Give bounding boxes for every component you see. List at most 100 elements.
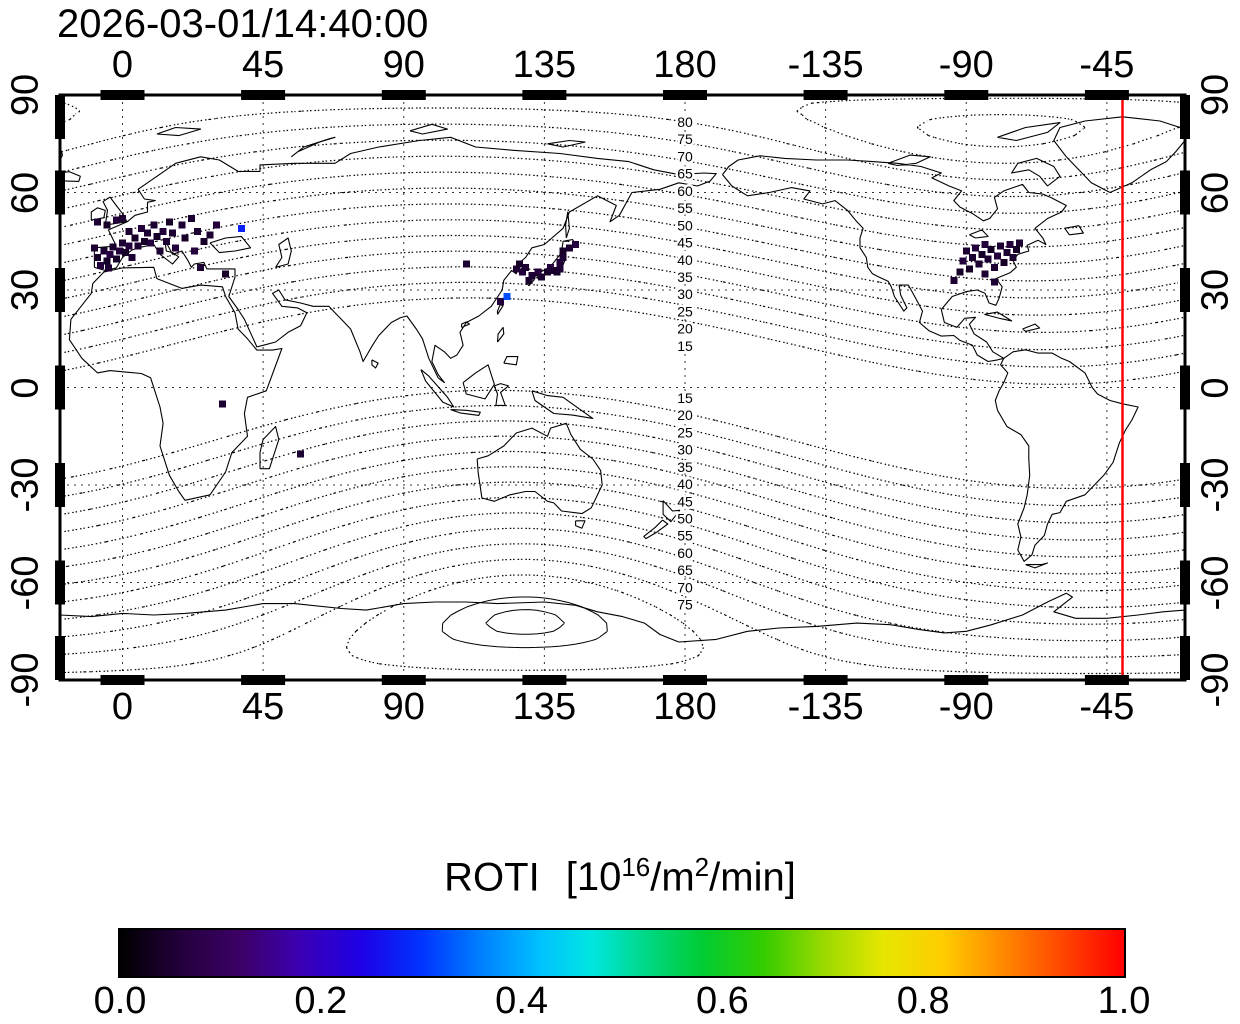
contour-label: 70 [677, 579, 693, 595]
y-axis-tick-label-left: 0 [4, 376, 47, 399]
roti-point [237, 224, 245, 232]
x-axis-tick-label-bottom: -45 [1079, 686, 1135, 728]
contour-label: 60 [677, 545, 693, 561]
roti-point [462, 260, 470, 268]
magnetic-latitude-contours [60, 97, 1185, 675]
roti-points [90, 215, 1023, 458]
contour-labels: 8075706560555045403530252015152025303540… [675, 112, 696, 616]
roti-point [297, 450, 305, 458]
roti-point [106, 250, 114, 258]
roti-point [162, 237, 170, 245]
roti-point [497, 297, 505, 305]
x-axis-tick-label-bottom: 45 [241, 686, 285, 728]
roti-point [975, 260, 983, 268]
contour-label: 25 [677, 424, 693, 440]
roti-point [981, 270, 989, 278]
colorbar-tick-label: 0.8 [896, 980, 950, 1022]
colorbar-tick-label: 1.0 [1097, 980, 1151, 1022]
roti-point [528, 271, 536, 279]
roti-point [990, 278, 998, 286]
colorbar-unit-suffix: /min] [709, 855, 796, 900]
colorbar-tick-label: 0.4 [495, 980, 549, 1022]
roti-point [222, 270, 230, 278]
contour-label: 75 [677, 131, 693, 147]
colorbar-tick-label: 0.2 [294, 980, 348, 1022]
x-axis-tick-label-top: 0 [111, 44, 134, 86]
colorbar-title: ROTI [1016/m2/min] [0, 852, 1240, 900]
contour-label: 55 [677, 200, 693, 216]
x-axis-tick-label-top: -135 [787, 44, 864, 86]
contour-label: 80 [677, 114, 693, 130]
roti-point [522, 263, 530, 271]
roti-point [144, 229, 151, 237]
roti-point [965, 265, 973, 273]
roti-point [984, 255, 992, 263]
roti-point [1003, 249, 1011, 257]
roti-point [1012, 245, 1020, 253]
roti-point [200, 237, 208, 245]
contour-label: 20 [677, 407, 693, 423]
roti-point [190, 247, 198, 255]
x-axis-tick-label-bottom: 0 [111, 686, 134, 728]
x-axis-tick-label-top: 45 [241, 44, 285, 86]
roti-point [140, 237, 148, 245]
roti-point [956, 268, 964, 276]
roti-point [1000, 258, 1008, 266]
roti-point [94, 254, 101, 261]
colorbar-unit-mid: /m [650, 855, 695, 900]
roti-point [978, 250, 986, 258]
contour-label: 40 [677, 252, 693, 268]
roti-point [197, 263, 205, 271]
contour-label: 65 [677, 562, 693, 578]
contour-label: 45 [677, 493, 693, 509]
contour-label: 35 [677, 459, 693, 475]
y-axis-tick-label-left: 90 [4, 73, 47, 117]
contour-label: 45 [677, 235, 693, 251]
y-axis-tick-label-right: 0 [1194, 376, 1237, 399]
colorbar-tick-label: 0.0 [93, 980, 147, 1022]
contour-label: 65 [677, 166, 693, 182]
roti-point [972, 244, 980, 252]
roti-point [1006, 241, 1014, 248]
y-axis-tick-label-right: 30 [1194, 268, 1237, 312]
y-axis-tick-label-left: -90 [4, 652, 47, 708]
roti-point [104, 264, 112, 272]
roti-point [981, 241, 989, 248]
roti-point [103, 221, 111, 229]
roti-point [1015, 239, 1023, 247]
contour-label: 40 [677, 476, 693, 492]
roti-point [994, 252, 1001, 260]
contour-label: 25 [677, 303, 693, 319]
roti-point [556, 258, 564, 266]
roti-point [990, 263, 998, 271]
roti-point [534, 268, 542, 276]
y-axis-tick-label-right: -60 [1194, 555, 1237, 610]
roti-point [212, 221, 220, 229]
roti-point [153, 232, 161, 240]
roti-point [115, 247, 123, 255]
roti-point [950, 276, 958, 284]
y-axis-tick-label-right: -30 [1194, 457, 1237, 513]
y-axis-tick-label-right: 90 [1194, 73, 1237, 117]
map-inner: 8075706560555045403530252015152025303540… [60, 95, 1185, 680]
contour-label: 30 [677, 442, 693, 458]
roti-point [512, 265, 520, 273]
colorbar-unit-prefix: [10 [565, 855, 622, 900]
x-axis-tick-label-top: 90 [382, 44, 425, 86]
contour-label: 50 [677, 511, 693, 527]
roti-point [94, 218, 101, 226]
roti-point [556, 265, 564, 273]
roti-point [134, 242, 142, 250]
x-axis-tick-label-top: 135 [512, 44, 577, 86]
x-axis-tick-label-bottom: 135 [512, 686, 577, 728]
contour-label: 35 [677, 269, 693, 285]
y-axis-tick-label-right: 60 [1194, 171, 1237, 214]
contour-label: 60 [677, 183, 693, 199]
roti-point [181, 234, 189, 242]
roti-point [206, 231, 214, 239]
roti-point [128, 254, 136, 261]
roti-point [100, 247, 108, 255]
colorbar-title-main: ROTI [444, 855, 540, 900]
roti-point [997, 242, 1005, 250]
